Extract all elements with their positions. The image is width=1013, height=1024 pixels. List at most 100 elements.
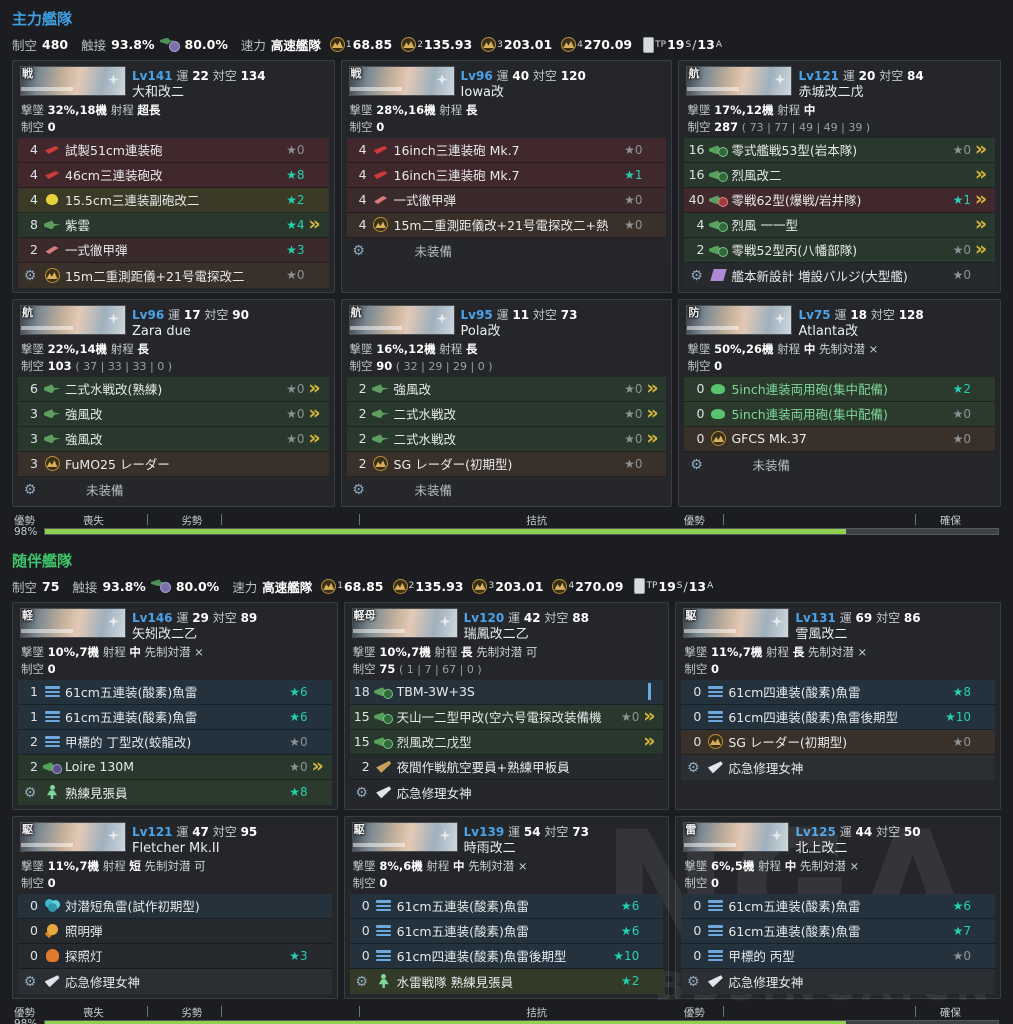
- aa-label: 対空: [212, 824, 237, 839]
- equipment-row[interactable]: 4 試製51cm連装砲 ★0➤: [18, 137, 329, 163]
- equipment-list: 18 TBM-3W+3S 15 天山一二型甲改(空六号電探改装備機 ★0» 15 烈風改二戊…: [349, 679, 664, 805]
- ship-portrait[interactable]: 航: [348, 304, 455, 335]
- ship-card[interactable]: 駆 Lv139 運 54 対空 73 時雨改二 撃墜 8%,6機 射程 中 先制対潜 …: [343, 815, 670, 999]
- equipment-row[interactable]: 2 二式水戦改 ★0»: [346, 426, 667, 452]
- equipment-row[interactable]: 0 61cm五連装(酸素)魚雷 ★6➤: [681, 893, 995, 919]
- equipment-row[interactable]: ⚙ 応急修理女神 ➤: [349, 779, 664, 805]
- equipment-row[interactable]: ⚙ 熟練見張員 ★8➤: [18, 779, 332, 805]
- as-tick-divider: [915, 1005, 917, 1017]
- luck-value: 17: [183, 307, 201, 322]
- equipment-row[interactable]: 0 61cm五連装(酸素)魚雷 ★7➤: [681, 918, 995, 944]
- fighter-icon: [708, 169, 728, 182]
- as-tick-label: 確保: [939, 514, 961, 527]
- equipment-row[interactable]: 3 強風改 ★0»: [18, 426, 329, 452]
- ship-portrait[interactable]: 駆: [20, 821, 126, 852]
- equipment-row[interactable]: 4 46cm三連装砲改 ★8➤: [18, 162, 329, 188]
- equipment-row[interactable]: 3 FuMO25 レーダー ➤: [18, 451, 329, 477]
- equipment-row[interactable]: 0 5inch連装両用砲(集中配備) ★2➤: [684, 376, 995, 402]
- proficiency-chevron: ➤: [639, 973, 659, 989]
- equipment-row[interactable]: 2 甲標的 丁型改(蛟龍改) ★0➤: [18, 729, 332, 755]
- equipment-row[interactable]: 4 烈風 一一型 »: [684, 212, 995, 238]
- equipment-row[interactable]: 4 15.5cm三連装副砲改二 ★2➤: [18, 187, 329, 213]
- equipment-row[interactable]: 40 零戦62型(爆戦/岩井隊) ★1»: [684, 187, 995, 213]
- equipment-row[interactable]: 0 SG レーダー(初期型) ★0➤: [681, 729, 995, 755]
- as-fill: [45, 1021, 846, 1024]
- equipment-row[interactable]: 4 16inch三連装砲 Mk.7 ★1➤: [346, 162, 667, 188]
- equipment-row[interactable]: ⚙ 未装備: [684, 451, 995, 477]
- equipment-row[interactable]: 2 Loire 130M ★0»: [18, 754, 332, 780]
- equipment-star: ★10: [944, 709, 971, 724]
- sight-group-3: 3 203.01: [481, 37, 552, 52]
- ship-card[interactable]: 雷 Lv125 運 44 対空 50 北上改二 撃墜 6%,5機 射程 中 先制対潜 …: [675, 815, 1001, 999]
- equipment-star-value: 0: [634, 406, 643, 421]
- ship-portrait[interactable]: 戦: [20, 66, 126, 96]
- equipment-row[interactable]: 2 SG レーダー(初期型) ★0➤: [346, 451, 667, 477]
- equipment-row[interactable]: 6 二式水戦改(熟練) ★0»: [18, 376, 329, 402]
- equipment-row[interactable]: 0 照明弾 ➤: [18, 918, 332, 944]
- equipment-star: ★0: [624, 406, 643, 421]
- equipment-row[interactable]: ⚙ 艦本新設計 増設バルジ(大型艦) ★0➤: [684, 262, 995, 288]
- equipment-row[interactable]: 0 甲標的 丙型 ★0➤: [681, 943, 995, 969]
- ship-card[interactable]: 航 Lv96 運 17 対空 90 Zara due 撃墜 22%,14機 射程 長制…: [12, 298, 335, 507]
- equipment-row[interactable]: 8 紫雲 ★4»: [18, 212, 329, 238]
- equipment-row[interactable]: 4 一式徹甲弾 ★0➤: [346, 187, 667, 213]
- equipment-row[interactable]: 0 61cm四連装(酸素)魚雷後期型 ★10➤: [681, 704, 995, 730]
- ship-portrait[interactable]: 航: [686, 66, 793, 96]
- ship-card[interactable]: 軽母 Lv120 運 42 対空 88 瑞鳳改二乙 撃墜 10%,7機 射程 長 先制…: [343, 601, 670, 810]
- equipment-row[interactable]: ⚙ 未装備: [346, 237, 667, 263]
- equipment-row[interactable]: 0 61cm五連装(酸素)魚雷 ★6➤: [349, 893, 664, 919]
- equipment-row[interactable]: ⚙ 水雷戦隊 熟練見張員 ★2➤: [349, 968, 664, 994]
- equipment-row[interactable]: 2 一式徹甲弾 ★3➤: [18, 237, 329, 263]
- equipment-star: ★0: [624, 217, 643, 232]
- ship-card[interactable]: 駆 Lv131 運 69 対空 86 雪風改二 撃墜 11%,7機 射程 長 先制対潜…: [675, 601, 1001, 810]
- ship-portrait[interactable]: 駆: [351, 821, 458, 852]
- ship-portrait[interactable]: 軽: [20, 607, 126, 638]
- equipment-row[interactable]: 0 探照灯 ★3➤: [18, 943, 332, 969]
- equipment-slot-count: 40: [688, 192, 705, 208]
- equipment-row[interactable]: 1 61cm五連装(酸素)魚雷 ★6➤: [18, 679, 332, 705]
- equipment-row[interactable]: 2 二式水戦改 ★0»: [346, 401, 667, 427]
- ship-card[interactable]: 戦 Lv96 運 40 対空 120 Iowa改 撃墜 28%,16機 射程 長制空 …: [340, 60, 673, 293]
- equipment-row[interactable]: 0 61cm五連装(酸素)魚雷 ★6➤: [349, 918, 664, 944]
- equipment-row[interactable]: 15 烈風改二戊型 »: [349, 729, 664, 755]
- ship-fp-label: 制空: [21, 875, 44, 890]
- ship-portrait[interactable]: 軽母: [351, 607, 458, 638]
- equipment-row[interactable]: 0 対潜短魚雷(試作初期型) ➤: [18, 893, 332, 919]
- equipment-row[interactable]: 1 61cm五連装(酸素)魚雷 ★6➤: [18, 704, 332, 730]
- equipment-row[interactable]: ⚙ 未装備: [18, 476, 329, 502]
- proficiency-chevron: ➤: [639, 784, 659, 800]
- equipment-row[interactable]: 0 61cm四連装(酸素)魚雷後期型 ★10➤: [349, 943, 664, 969]
- equipment-row[interactable]: ⚙ 応急修理女神 ➤: [681, 968, 995, 994]
- ship-card[interactable]: 航 Lv121 運 20 対空 84 赤城改二戊 撃墜 17%,12機 射程 中制空 …: [678, 60, 1001, 293]
- equipment-row[interactable]: 4 16inch三連装砲 Mk.7 ★0➤: [346, 137, 667, 163]
- ship-card[interactable]: 軽 Lv146 運 29 対空 89 矢矧改二乙 撃墜 10%,7機 射程 中 先制対…: [12, 601, 338, 810]
- equipment-row[interactable]: 4 15m二重測距儀改+21号電探改二+熱 ★0➤: [346, 212, 667, 238]
- equipment-row[interactable]: 2 夜間作戦航空要員+熟練甲板員 ➤: [349, 754, 664, 780]
- equipment-slot-count: 0: [30, 923, 38, 939]
- equipment-row[interactable]: 3 強風改 ★0»: [18, 401, 329, 427]
- equipment-row[interactable]: 2 零戦52型丙(八幡部隊) ★0»: [684, 237, 995, 263]
- ship-card[interactable]: 航 Lv95 運 11 対空 73 Pola改 撃墜 16%,12機 射程 長制空 9…: [340, 298, 673, 507]
- ship-portrait[interactable]: 雷: [683, 821, 790, 852]
- ship-card[interactable]: 駆 Lv121 運 47 対空 95 Fletcher Mk.II 撃墜 11%,7機…: [12, 815, 338, 999]
- ship-portrait[interactable]: 戦: [348, 66, 455, 96]
- equipment-row[interactable]: 0 GFCS Mk.37 ★0➤: [684, 426, 995, 452]
- equipment-row[interactable]: ⚙ 未装備: [346, 476, 667, 502]
- equipment-row[interactable]: 0 61cm四連装(酸素)魚雷 ★8➤: [681, 679, 995, 705]
- equipment-row[interactable]: 18 TBM-3W+3S: [349, 679, 664, 705]
- equipment-row[interactable]: 16 烈風改二 »: [684, 162, 995, 188]
- ship-portrait[interactable]: 防: [686, 304, 793, 335]
- equipment-row[interactable]: 16 零式艦戦53型(岩本隊) ★0»: [684, 137, 995, 163]
- ship-card[interactable]: 戦 Lv141 運 22 対空 134 大和改二 撃墜 32%,18機 射程 超長 制空…: [12, 60, 335, 293]
- shootdown-label: 撃墜: [21, 644, 44, 659]
- luck-value: 22: [192, 69, 209, 83]
- equipment-row[interactable]: 0 5inch連装両用砲(集中配備) ★0➤: [684, 401, 995, 427]
- equipment-row[interactable]: 15 天山一二型甲改(空六号電探改装備機 ★0»: [349, 704, 664, 730]
- equipment-row[interactable]: ⚙ 応急修理女神 ➤: [18, 968, 332, 994]
- equipment-row[interactable]: 2 強風改 ★0»: [346, 376, 667, 402]
- ship-portrait[interactable]: 航: [20, 304, 126, 335]
- equipment-row[interactable]: ⚙ 15m二重測距儀+21号電探改二 ★0➤: [18, 262, 329, 288]
- equipment-row[interactable]: ⚙ 応急修理女神 ➤: [681, 754, 995, 780]
- ship-card[interactable]: 防 Lv75 運 18 対空 128 Atlanta改 撃墜 50%,26機 射程 中…: [678, 298, 1001, 507]
- ship-portrait[interactable]: 駆: [683, 607, 790, 638]
